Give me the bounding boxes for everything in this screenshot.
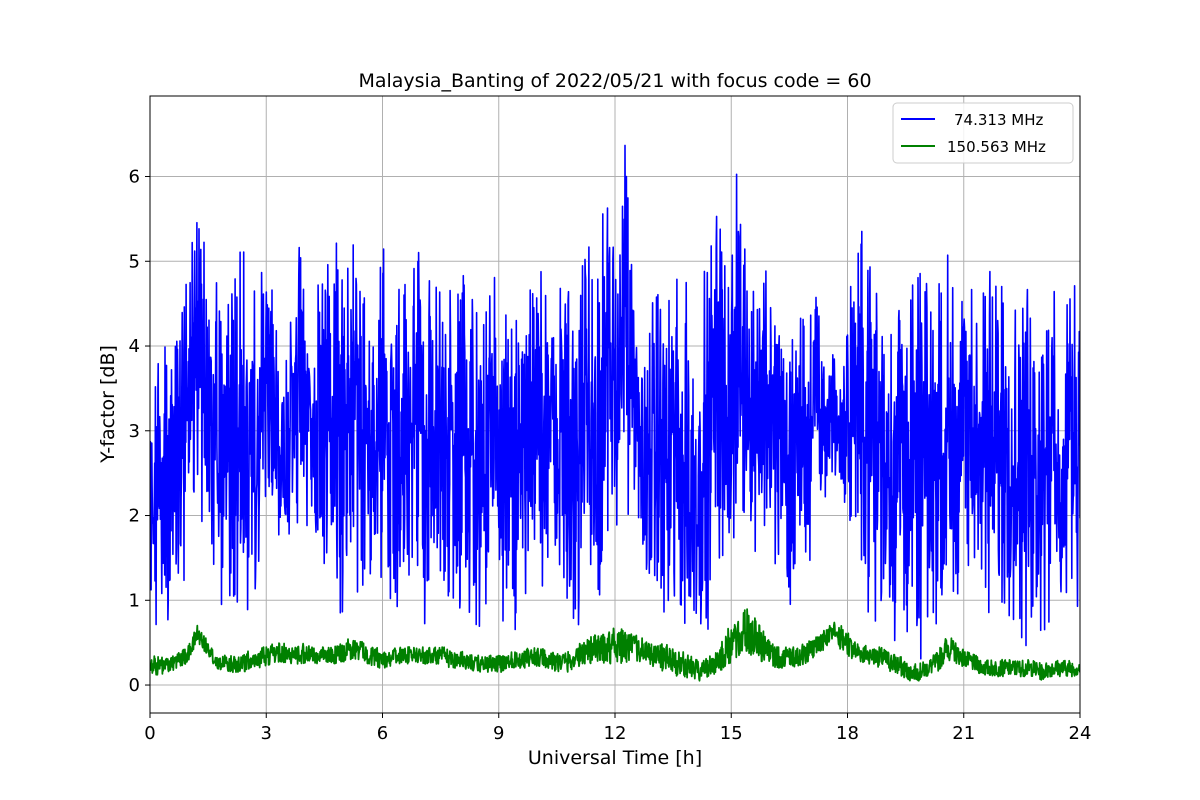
- chart-title: Malaysia_Banting of 2022/05/21 with focu…: [358, 70, 871, 92]
- legend-label-74mhz: 74.313 MHz: [954, 111, 1043, 129]
- y-tick-label: 5: [129, 251, 140, 272]
- x-tick-label: 24: [1069, 723, 1092, 744]
- x-tick-label: 15: [720, 723, 743, 744]
- x-tick-label: 12: [604, 723, 627, 744]
- y-tick-label: 3: [129, 421, 140, 442]
- x-tick-label: 6: [377, 723, 388, 744]
- x-axis-ticks: 0 3 6 9 12 15 18 21 24: [144, 713, 1091, 744]
- legend-box: [892, 102, 1074, 164]
- y-tick-label: 0: [129, 675, 140, 696]
- series-line-74mhz: [150, 144, 1080, 660]
- series-line-150mhz: [150, 608, 1080, 682]
- x-tick-label: 18: [836, 723, 859, 744]
- x-tick-label: 21: [952, 723, 975, 744]
- y-tick-label: 2: [129, 506, 140, 527]
- x-tick-label: 9: [493, 723, 504, 744]
- y-tick-label: 6: [129, 167, 140, 188]
- x-tick-label: 0: [144, 723, 155, 744]
- legend-label-150mhz: 150.563 MHz: [947, 138, 1046, 156]
- y-tick-label: 4: [129, 336, 140, 357]
- y-axis-ticks: 0 1 2 3 4 5 6: [129, 167, 150, 696]
- y-axis-label: Y-factor [dB]: [97, 345, 119, 464]
- x-tick-label: 3: [261, 723, 272, 744]
- x-axis-label: Universal Time [h]: [528, 747, 702, 769]
- legend: 74.313 MHz 150.563 MHz: [892, 102, 1074, 164]
- series-layer: [150, 144, 1080, 682]
- y-tick-label: 1: [129, 590, 140, 611]
